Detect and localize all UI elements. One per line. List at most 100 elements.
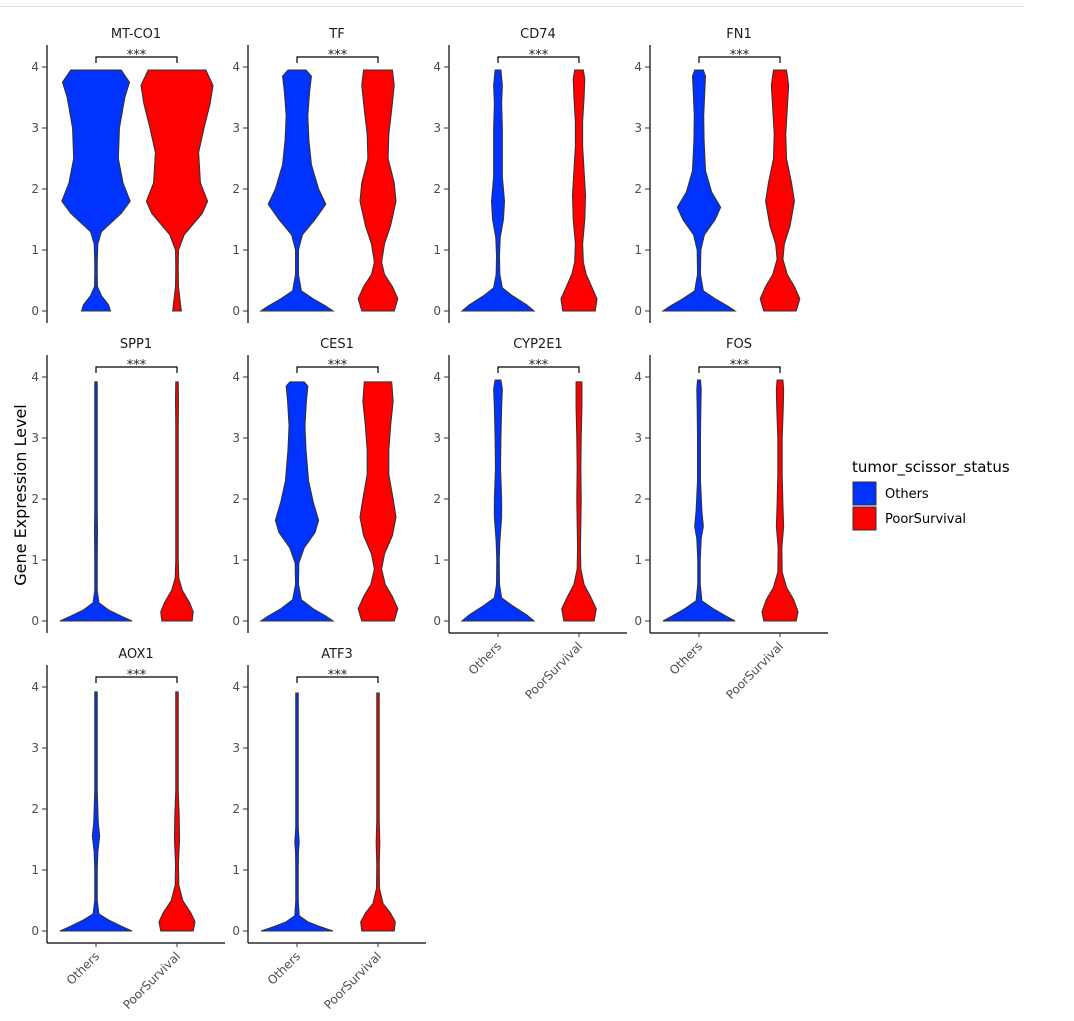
violin-poorsurvival [140, 69, 214, 312]
significance-label: *** [328, 48, 348, 63]
panel-title: MT-CO1 [111, 27, 161, 42]
y-tick-label: 0 [232, 614, 240, 628]
significance-label: *** [127, 668, 147, 683]
significance-bracket [698, 56, 781, 63]
panel-title: ATF3 [321, 647, 353, 662]
panel-title: CD74 [520, 27, 556, 42]
panel-title: CES1 [320, 337, 354, 352]
significance-label: *** [730, 358, 750, 373]
y-tick-label: 4 [31, 680, 39, 694]
x-tick-label: PoorSurvival [522, 639, 585, 702]
x-tick-label: PoorSurvival [723, 639, 786, 702]
violin-others [61, 69, 131, 312]
significance-label: *** [529, 48, 549, 63]
y-tick-label: 0 [31, 924, 39, 938]
y-tick-label: 4 [31, 370, 39, 384]
violin-others [59, 691, 133, 932]
violin-others [662, 379, 736, 622]
significance-bracket [95, 366, 178, 373]
violin-poorsurvival [761, 379, 799, 622]
y-tick-label: 3 [31, 121, 39, 135]
y-axis-title: Gene Expression Level [11, 404, 30, 585]
panel-title: FOS [726, 337, 752, 352]
y-tick-label: 2 [232, 182, 240, 196]
y-tick-label: 2 [634, 492, 642, 506]
significance-bracket [296, 56, 379, 63]
y-tick-label: 1 [634, 553, 642, 567]
significance-label: *** [127, 358, 147, 373]
y-tick-label: 2 [31, 492, 39, 506]
legend-label: Others [885, 487, 929, 502]
y-tick-label: 0 [433, 304, 441, 318]
significance-bracket [296, 676, 379, 683]
y-tick-label: 3 [433, 431, 441, 445]
y-tick-label: 1 [634, 243, 642, 257]
y-tick-label: 2 [634, 182, 642, 196]
y-tick-label: 4 [433, 60, 441, 74]
significance-label: *** [328, 358, 348, 373]
violin-poorsurvival [160, 381, 194, 622]
y-tick-label: 0 [31, 304, 39, 318]
significance-bracket [95, 56, 178, 63]
significance-bracket [497, 56, 580, 63]
y-tick-label: 3 [634, 121, 642, 135]
y-tick-label: 1 [232, 863, 240, 877]
y-tick-label: 3 [634, 431, 642, 445]
y-tick-label: 2 [433, 182, 441, 196]
violin-poorsurvival [360, 692, 396, 932]
y-tick-label: 2 [232, 802, 240, 816]
significance-label: *** [328, 668, 348, 683]
y-tick-label: 4 [31, 60, 39, 74]
top-divider [0, 6, 1024, 7]
significance-label: *** [730, 48, 750, 63]
violin-others [260, 692, 334, 932]
significance-label: *** [529, 358, 549, 373]
x-tick-label: Others [64, 949, 102, 987]
x-tick-label: Others [667, 639, 705, 677]
y-tick-label: 1 [31, 863, 39, 877]
y-tick-label: 1 [31, 243, 39, 257]
y-tick-label: 0 [31, 614, 39, 628]
y-tick-label: 4 [232, 60, 240, 74]
y-tick-label: 2 [31, 802, 39, 816]
y-tick-label: 2 [433, 492, 441, 506]
significance-label: *** [127, 48, 147, 63]
violin-poorsurvival [759, 69, 801, 312]
y-tick-label: 3 [232, 121, 240, 135]
panel-title: AOX1 [118, 647, 153, 662]
y-tick-label: 3 [31, 431, 39, 445]
y-tick-label: 1 [433, 243, 441, 257]
y-tick-label: 3 [232, 741, 240, 755]
y-tick-label: 4 [433, 370, 441, 384]
significance-bracket [95, 676, 178, 683]
y-tick-label: 0 [232, 924, 240, 938]
y-tick-label: 1 [433, 553, 441, 567]
x-tick-label: PoorSurvival [321, 949, 384, 1012]
significance-bracket [497, 366, 580, 373]
violin-poorsurvival [357, 69, 399, 312]
x-tick-label: Others [466, 639, 504, 677]
y-tick-label: 3 [232, 431, 240, 445]
legend-swatch-others [852, 481, 877, 506]
legend-title: tumor_scissor_status [852, 458, 1010, 477]
y-tick-label: 3 [31, 741, 39, 755]
violin-others [661, 69, 737, 312]
y-tick-label: 0 [232, 304, 240, 318]
y-tick-label: 0 [634, 304, 642, 318]
y-tick-label: 2 [232, 492, 240, 506]
y-tick-label: 0 [433, 614, 441, 628]
y-tick-label: 3 [433, 121, 441, 135]
y-tick-label: 1 [232, 553, 240, 567]
violin-poorsurvival [158, 691, 196, 932]
x-tick-label: Others [265, 949, 303, 987]
violin-others [460, 69, 536, 312]
y-tick-label: 2 [31, 182, 39, 196]
violin-poorsurvival [561, 381, 597, 622]
panel-title: CYP2E1 [513, 337, 562, 352]
y-tick-label: 4 [232, 370, 240, 384]
y-tick-label: 4 [232, 680, 240, 694]
violin-poorsurvival [357, 381, 399, 622]
x-tick-label: PoorSurvival [120, 949, 183, 1012]
significance-bracket [296, 366, 379, 373]
